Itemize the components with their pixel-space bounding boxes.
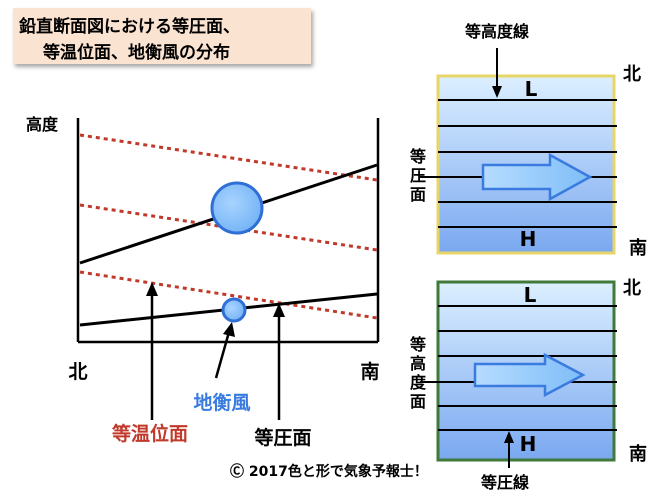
copyright-footer: Ⓒ 2017色と形で気象予報士！ (230, 464, 428, 480)
height-contour-label: 等高度線 (464, 22, 529, 41)
isentrope-pointer-arrow (146, 282, 158, 420)
x-left-label: 北 (68, 361, 87, 383)
side-label-char: 度 (410, 373, 427, 392)
isobar-contour-label: 等圧線 (480, 473, 529, 492)
geostrophic-wind-strong (210, 181, 264, 235)
title-box: 鉛直断面図における等圧面、 等温位面、地衡風の分布 (13, 8, 311, 64)
north-label: 北 (623, 278, 641, 299)
high-label: H (520, 227, 537, 251)
side-label-char: 面 (410, 185, 426, 204)
high-label: H (520, 432, 537, 456)
low-label: L (524, 283, 537, 307)
north-label: 北 (623, 64, 641, 85)
south-label: 南 (629, 443, 647, 465)
side-label-char: 等 (409, 335, 426, 354)
isobar-pointer-arrow (273, 303, 285, 420)
isentrope-label: 等温位面 (111, 422, 188, 445)
side-label-char: 等 (409, 147, 426, 166)
geostrophic-wind-label: 地衡風 (193, 391, 250, 414)
title-line-2: 等温位面、地衡風の分布 (43, 43, 230, 63)
vertical-cross-section: 高度 北 南 地衡風 等温位面 等圧面 (26, 115, 380, 449)
x-right-label: 南 (360, 361, 379, 383)
contour-pointer-arrow (492, 48, 502, 98)
wind-pointer-arrow (214, 322, 235, 379)
y-axis-label: 高度 (26, 115, 59, 134)
wind-arrow-icon (481, 152, 593, 202)
constant-height-panel: 等圧線 L H 北 南 等 高 度 面 (409, 278, 647, 492)
isobar-contour-pointer-arrow (504, 431, 514, 468)
south-label: 南 (629, 237, 647, 259)
isobaric-surface-panel: 等高度線 L H 北 南 等 圧 面 (409, 22, 647, 259)
low-label: L (525, 77, 538, 101)
isobar-label: 等圧面 (253, 426, 311, 449)
isentrope-middle (79, 203, 378, 252)
side-label-char: 圧 (410, 166, 426, 185)
isentrope-lower (79, 270, 378, 320)
geostrophic-wind-weak (221, 297, 247, 323)
isentrope-upper (79, 133, 378, 182)
title-line-1: 鉛直断面図における等圧面、 (19, 17, 240, 37)
side-label-char: 高 (410, 354, 426, 373)
side-label-char: 面 (410, 392, 426, 411)
wind-arrow-icon (473, 352, 586, 398)
